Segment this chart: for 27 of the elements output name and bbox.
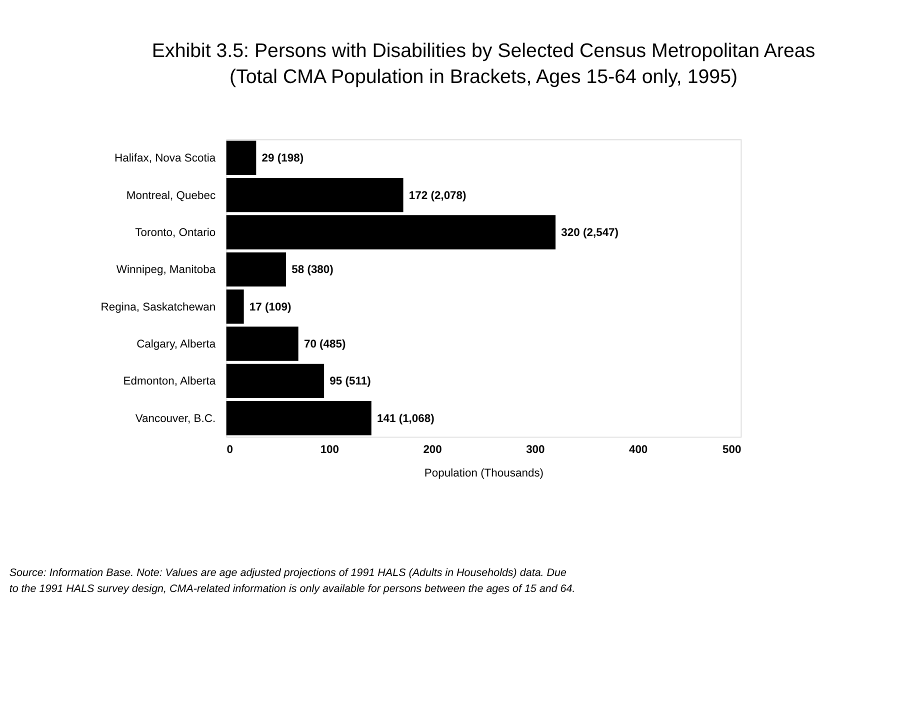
data-label: 141 (1,068): [377, 412, 435, 425]
x-axis-title: Population (Thousands): [424, 467, 544, 480]
y-tick-label: Regina, Saskatchewan: [100, 301, 216, 314]
data-label: 172 (2,078): [408, 190, 467, 202]
text: Exhibit 3.5: Persons with Disabilities by Selected Census Metropolitan Areas: [152, 40, 816, 62]
x-tick-label: 500: [722, 444, 742, 456]
x-tick-label: 300: [526, 444, 545, 456]
source-note: Source: Information Base. Note: Values are age adjusted projections of 1991 HALS (Adults in Households) data. Due: [9, 567, 567, 580]
data-label: 95 (511): [330, 376, 372, 388]
data-label: 29 (198): [262, 152, 304, 165]
x-tick-label: 400: [628, 444, 648, 456]
y-tick-label: Vancouver, B.C.: [135, 412, 216, 425]
data-label: 58 (380): [292, 264, 334, 276]
y-tick-label: Toronto, Ontario: [135, 226, 216, 239]
x-tick-label: 0: [226, 444, 234, 456]
y-tick-label: Calgary, Alberta: [136, 338, 216, 351]
text: to the 1991 HALS survey design, CMA-related information is only available for persons between the ages of 15 and 64.: [9, 582, 576, 595]
y-tick-label: Winnipeg, Manitoba: [116, 264, 216, 276]
data-label: 70 (485): [304, 338, 346, 351]
data-label: 320 (2,547): [561, 226, 619, 239]
x-tick-label: 100: [320, 444, 340, 456]
data-label: 17 (109): [249, 301, 292, 314]
y-tick-label: Edmonton, Alberta: [123, 376, 216, 388]
x-tick-label: 200: [423, 444, 442, 456]
y-tick-label: Halifax, Nova Scotia: [114, 152, 216, 165]
text: (Total CMA Population in Brackets, Ages 15-64 only, 1995): [230, 66, 738, 88]
y-tick-label: Montreal, Quebec: [126, 190, 216, 202]
